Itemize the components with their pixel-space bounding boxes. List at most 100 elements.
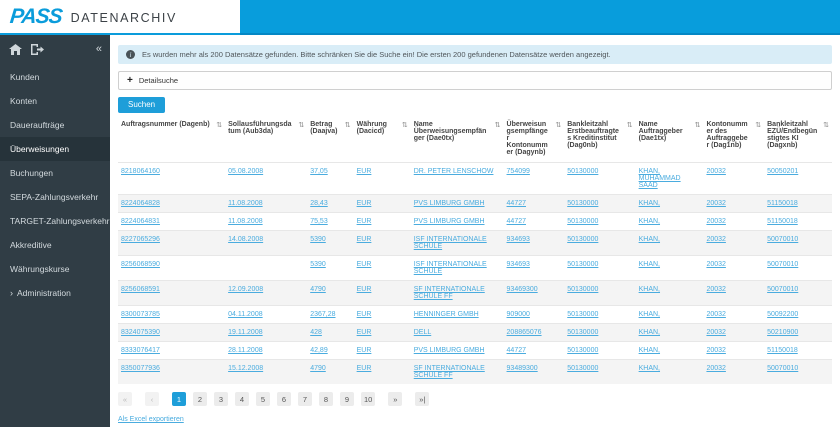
cell-link[interactable]: 20032: [706, 347, 726, 354]
search-button[interactable]: Suchen: [118, 97, 166, 113]
cell-link[interactable]: 8256068591: [121, 286, 160, 293]
cell-link[interactable]: 50070010: [767, 365, 799, 372]
cell-link[interactable]: KHAN,: [638, 286, 661, 293]
sidebar-item-dauerauftr-ge[interactable]: Daueraufträge: [0, 113, 110, 137]
cell-link[interactable]: PVS LIMBURG GMBH: [413, 218, 485, 225]
cell-link[interactable]: 50130000: [567, 311, 599, 318]
column-header[interactable]: Name Überweisungsempfänger (Dae0tx) ⇅: [411, 115, 504, 163]
cell-link[interactable]: ISF INTERNATIONALE SCHULE: [413, 261, 487, 275]
cell-link[interactable]: 50130000: [567, 347, 599, 354]
sidebar-item-w-hrungskurse[interactable]: Währungskurse: [0, 257, 110, 281]
cell-link[interactable]: 93489300: [506, 365, 538, 372]
cell-link[interactable]: EUR: [356, 311, 372, 318]
export-excel-link[interactable]: Als Excel exportieren: [118, 416, 184, 423]
cell-link[interactable]: 50050201: [767, 168, 799, 175]
column-header[interactable]: Währung (Dacicd) ⇅: [354, 115, 411, 163]
cell-link[interactable]: KHAN,: [638, 329, 661, 336]
cell-link[interactable]: 93469300: [506, 286, 538, 293]
sort-icon[interactable]: ⇅: [823, 122, 829, 129]
sort-icon[interactable]: ⇅: [216, 122, 223, 129]
sidebar-item-akkreditive[interactable]: Akkreditive: [0, 233, 110, 257]
pagination-page-10[interactable]: 10: [361, 392, 376, 406]
cell-link[interactable]: 50130000: [567, 286, 599, 293]
cell-link[interactable]: 20032: [706, 168, 726, 175]
column-header[interactable]: Sollausführungsdatum (Aub3da) ⇅: [225, 115, 307, 163]
pagination-page-3[interactable]: 3: [214, 392, 228, 406]
logout-icon[interactable]: [31, 44, 44, 55]
sidebar-item-kunden[interactable]: Kunden: [0, 65, 110, 89]
cell-link[interactable]: 934693: [506, 236, 530, 243]
cell-link[interactable]: 50070010: [767, 261, 799, 268]
home-icon[interactable]: [9, 44, 22, 55]
cell-link[interactable]: EUR: [356, 365, 372, 372]
cell-link[interactable]: 8256068590: [121, 261, 160, 268]
cell-link[interactable]: 20032: [706, 200, 726, 207]
cell-link[interactable]: 50130000: [567, 218, 599, 225]
cell-link[interactable]: 8324075390: [121, 329, 160, 336]
cell-link[interactable]: EUR: [356, 168, 372, 175]
sort-icon[interactable]: ⇅: [555, 122, 562, 129]
cell-link[interactable]: 20032: [706, 311, 726, 318]
cell-link[interactable]: 8218064160: [121, 168, 160, 175]
cell-link[interactable]: 51150018: [767, 200, 798, 207]
cell-link[interactable]: 44727: [506, 218, 526, 225]
sidebar-item-administration[interactable]: › Administration: [0, 281, 110, 305]
column-header[interactable]: Auftragsnummer (Dagenb) ⇅: [118, 115, 225, 163]
sort-icon[interactable]: ⇅: [755, 122, 762, 129]
cell-link[interactable]: 50130000: [567, 365, 599, 372]
detail-search-toggle[interactable]: + Detailsuche: [118, 71, 832, 90]
cell-link[interactable]: 50130000: [567, 261, 599, 268]
pagination-next-button[interactable]: »: [388, 392, 403, 406]
cell-link[interactable]: 05.08.2008: [228, 168, 264, 175]
cell-link[interactable]: KHAN,: [638, 311, 661, 318]
cell-link[interactable]: 50130000: [567, 329, 599, 336]
sort-icon[interactable]: ⇅: [344, 122, 351, 129]
cell-link[interactable]: 51150018: [767, 347, 798, 354]
cell-link[interactable]: HENNINGER GMBH: [413, 311, 479, 318]
pagination-page-7[interactable]: 7: [298, 392, 312, 406]
cell-link[interactable]: 8300073785: [121, 311, 160, 318]
cell-link[interactable]: 4790: [310, 365, 326, 372]
cell-link[interactable]: EUR: [356, 347, 372, 354]
pagination-page-8[interactable]: 8: [319, 392, 333, 406]
cell-link[interactable]: 04.11.2008: [228, 311, 263, 318]
cell-link[interactable]: 11.08.2008: [228, 218, 263, 225]
cell-link[interactable]: KHAN, MUHAMMAD SAAD: [638, 168, 681, 189]
pagination-page-1[interactable]: 1: [172, 392, 186, 406]
cell-link[interactable]: 50092200: [767, 311, 799, 318]
cell-link[interactable]: 8227065296: [121, 236, 160, 243]
cell-link[interactable]: KHAN,: [638, 236, 661, 243]
cell-link[interactable]: 5390: [310, 261, 326, 268]
column-header[interactable]: Bankleitzahl EZÜ/Endbegünstigtes KI (Dag…: [764, 115, 832, 163]
cell-link[interactable]: 20032: [706, 261, 726, 268]
cell-link[interactable]: KHAN,: [638, 261, 661, 268]
sort-icon[interactable]: ⇅: [298, 122, 305, 129]
sidebar-item-konten[interactable]: Konten: [0, 89, 110, 113]
cell-link[interactable]: 50070010: [767, 236, 799, 243]
pagination-page-2[interactable]: 2: [193, 392, 207, 406]
cell-link[interactable]: 15.12.2008: [228, 365, 264, 372]
cell-link[interactable]: 428: [310, 329, 322, 336]
pagination-page-4[interactable]: 4: [235, 392, 249, 406]
cell-link[interactable]: SF INTERNATIONALE SCHULE FF: [413, 365, 485, 379]
cell-link[interactable]: 44727: [506, 200, 526, 207]
cell-link[interactable]: 208865076: [506, 329, 542, 336]
cell-link[interactable]: 20032: [706, 286, 726, 293]
cell-link[interactable]: 2367,28: [310, 311, 336, 318]
sort-icon[interactable]: ⇅: [626, 122, 633, 129]
column-header[interactable]: Überweisungsempfänger Kontonummer (Dagyn…: [504, 115, 565, 163]
column-header[interactable]: Betrag (Daajva) ⇅: [307, 115, 353, 163]
cell-link[interactable]: ISF INTERNATIONALE SCHULE: [413, 236, 487, 250]
cell-link[interactable]: KHAN,: [638, 218, 661, 225]
cell-link[interactable]: 37,05: [310, 168, 328, 175]
cell-link[interactable]: 50070010: [767, 286, 799, 293]
sidebar-item-target-zahlungsverkehr[interactable]: TARGET-Zahlungsverkehr: [0, 209, 110, 233]
cell-link[interactable]: EUR: [356, 286, 372, 293]
cell-link[interactable]: 20032: [706, 236, 726, 243]
cell-link[interactable]: 20032: [706, 329, 726, 336]
cell-link[interactable]: 28.11.2008: [228, 347, 263, 354]
cell-link[interactable]: 50210900: [767, 329, 799, 336]
cell-link[interactable]: 42,89: [310, 347, 328, 354]
cell-link[interactable]: 51150018: [767, 218, 798, 225]
pagination-last-button[interactable]: »|: [415, 392, 430, 406]
